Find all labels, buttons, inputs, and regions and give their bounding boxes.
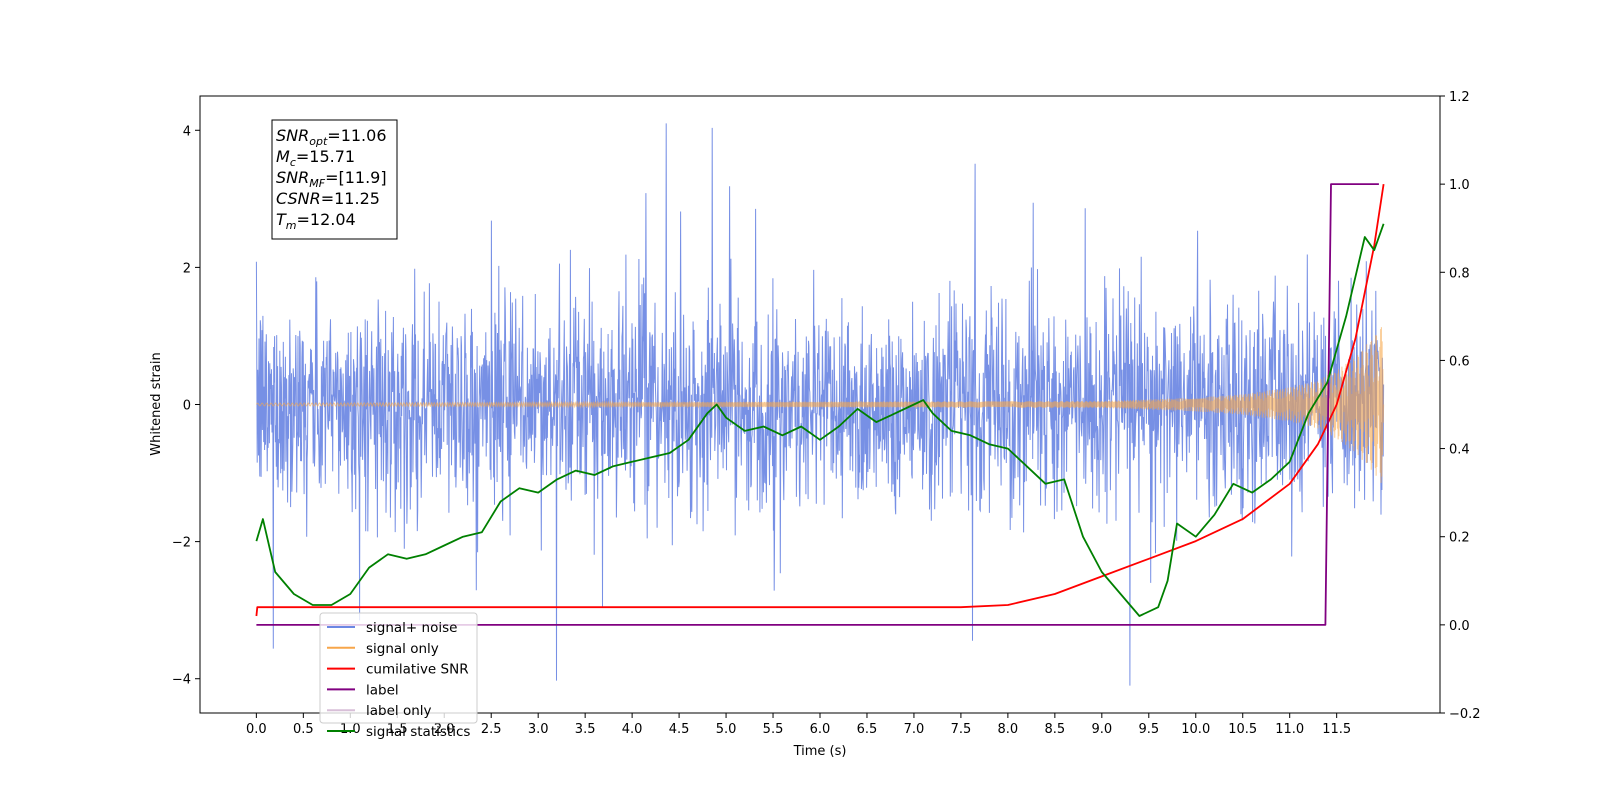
y-left-tick-label: −4 (172, 673, 191, 688)
series-cumulative-snr (255, 183, 1385, 617)
annotation-line: Mc=15.71 (276, 147, 355, 169)
annotation-box: SNRopt=11.06Mc=15.71SNRMF=[11.9]CSNR=11.… (271, 119, 398, 240)
x-tick-label: 10.0 (1181, 722, 1210, 737)
y-axis-label-left: Whitened strain (149, 352, 164, 455)
legend-frame (319, 612, 478, 724)
x-tick-label: 11.5 (1322, 722, 1351, 737)
x-tick-label: 4.5 (669, 722, 690, 737)
legend-entry: signal+ noise (366, 620, 457, 636)
series-signal-plus-noise (255, 123, 1385, 686)
legend-entry: signal statistics (366, 724, 470, 740)
x-tick-label: 2.5 (481, 722, 502, 737)
x-tick-label: 1.0 (340, 722, 361, 737)
x-tick-label: 5.5 (763, 722, 784, 737)
y-right-tick-label: −0.2 (1449, 707, 1481, 722)
x-tick-label: 0.0 (246, 722, 267, 737)
annotation-line: SNRopt=11.06 (276, 126, 387, 148)
x-tick-label: 7.5 (951, 722, 972, 737)
legend-entry: signal only (366, 641, 439, 657)
legend: signal+ noise signal only cumilative SNR la… (319, 612, 478, 740)
annotation-line: SNRMF=[11.9] (276, 168, 387, 190)
x-tick-label: 6.5 (857, 722, 878, 737)
x-tick-label: 1.5 (387, 722, 408, 737)
x-tick-label: 8.0 (998, 722, 1019, 737)
x-tick-label: 6.0 (810, 722, 831, 737)
annotation-line: Tm=12.04 (276, 210, 356, 232)
x-tick-label: 4.0 (622, 722, 643, 737)
y-right-tick-label: 1.0 (1449, 178, 1470, 193)
annotation-line: CSNR=11.25 (276, 189, 380, 208)
y-right-tick-label: 1.2 (1449, 90, 1470, 105)
x-tick-label: 10.5 (1228, 722, 1257, 737)
x-tick-label: 8.5 (1045, 722, 1066, 737)
x-tick-label: 9.5 (1138, 722, 1159, 737)
series-label (256, 183, 1379, 626)
x-tick-label: 7.0 (904, 722, 925, 737)
x-tick-label: 9.0 (1091, 722, 1112, 737)
x-tick-label: 3.0 (528, 722, 549, 737)
legend-entry: cumilative SNR (366, 662, 469, 678)
plot-area (255, 123, 1385, 686)
x-tick-label: 2.0 (434, 722, 455, 737)
series-signal-only (255, 327, 1385, 483)
y-right-tick-label: 0.8 (1449, 266, 1470, 281)
y-left-tick-label: −2 (172, 536, 191, 551)
x-axis-label: Time (s) (793, 744, 847, 759)
x-tick-label: 0.5 (293, 722, 314, 737)
axis-ticks: 0.0 0.5 1.0 1.5 2.0 2.5 3.0 3.5 4.0 4.5 5.0 5.5 6.0 6… (172, 90, 1481, 737)
series-signal-statistics (255, 223, 1385, 617)
annotation-frame (271, 119, 398, 240)
y-right-tick-label: 0.0 (1449, 619, 1470, 634)
y-left-tick-label: 4 (183, 124, 191, 139)
legend-entry: label (366, 682, 399, 698)
y-left-tick-label: 2 (183, 261, 191, 276)
y-left-tick-label: 0 (183, 399, 191, 414)
y-right-tick-label: 0.6 (1449, 354, 1470, 369)
x-tick-label: 11.0 (1275, 722, 1304, 737)
y-right-tick-label: 0.2 (1449, 531, 1470, 546)
x-tick-label: 5.0 (716, 722, 737, 737)
legend-entry: label only (366, 703, 432, 719)
y-right-tick-label: 0.4 (1449, 443, 1470, 458)
x-tick-label: 3.5 (575, 722, 596, 737)
